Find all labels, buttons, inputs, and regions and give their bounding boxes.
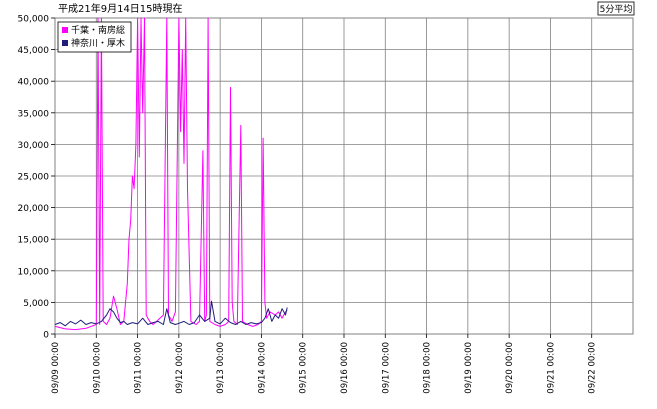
legend-swatch-chiba [62,27,68,33]
y-tick-label: 5,000 [23,299,49,309]
x-tick-label: 09/18 00:00 [423,342,433,394]
x-tick-label: 09/13 00:00 [216,342,226,394]
legend: 千葉・南房総 神奈川・厚木 [57,21,132,53]
y-tick-label: 30,000 [18,141,50,151]
x-tick-label: 09/16 00:00 [340,342,350,394]
y-tick-label: 25,000 [18,173,50,183]
y-tick-label: 10,000 [18,267,50,277]
x-tick-label: 09/22 00:00 [588,342,598,394]
series-line-kanagawa [54,300,288,327]
x-tick-label: 09/19 00:00 [464,342,474,394]
y-axis: 0 5,000 10,000 15,000 20,000 25,000 30,000 35,0… [18,15,55,341]
legend-label-kanagawa: 神奈川・厚木 [71,37,125,49]
x-tick-label: 09/09 00:00 [51,342,61,394]
x-tick-label: 09/14 00:00 [257,342,267,394]
y-tick-label: 15,000 [18,236,50,246]
y-tick-label: 0 [43,331,49,341]
x-axis: 09/09 00:00 09/10 00:00 09/11 00:00 09/12 0… [51,334,598,394]
x-tick-label: 09/10 00:00 [92,342,102,394]
y-tick-label: 40,000 [18,78,50,88]
legend-swatch-kanagawa [62,40,68,46]
series-layer [54,17,288,331]
average-badge: 5分平均 [600,3,633,15]
x-tick-label: 09/12 00:00 [175,342,185,394]
y-tick-label: 35,000 [18,109,50,119]
x-tick-label: 09/20 00:00 [505,342,515,394]
x-tick-label: 09/21 00:00 [546,342,556,394]
y-tick-label: 50,000 [18,15,50,25]
x-tick-label: 09/11 00:00 [134,342,144,394]
legend-label-chiba: 千葉・南房総 [71,24,125,36]
y-tick-label: 20,000 [18,204,50,214]
average-badge-box [597,1,635,16]
series-line-chiba [54,17,288,331]
y-tick-label: 45,000 [18,46,50,56]
chart-title: 平成21年9月14日15時現在 [58,2,183,15]
legend-box [57,21,132,53]
x-tick-label: 09/15 00:00 [299,342,309,394]
x-tick-label: 09/17 00:00 [381,342,391,394]
grid [55,18,633,334]
